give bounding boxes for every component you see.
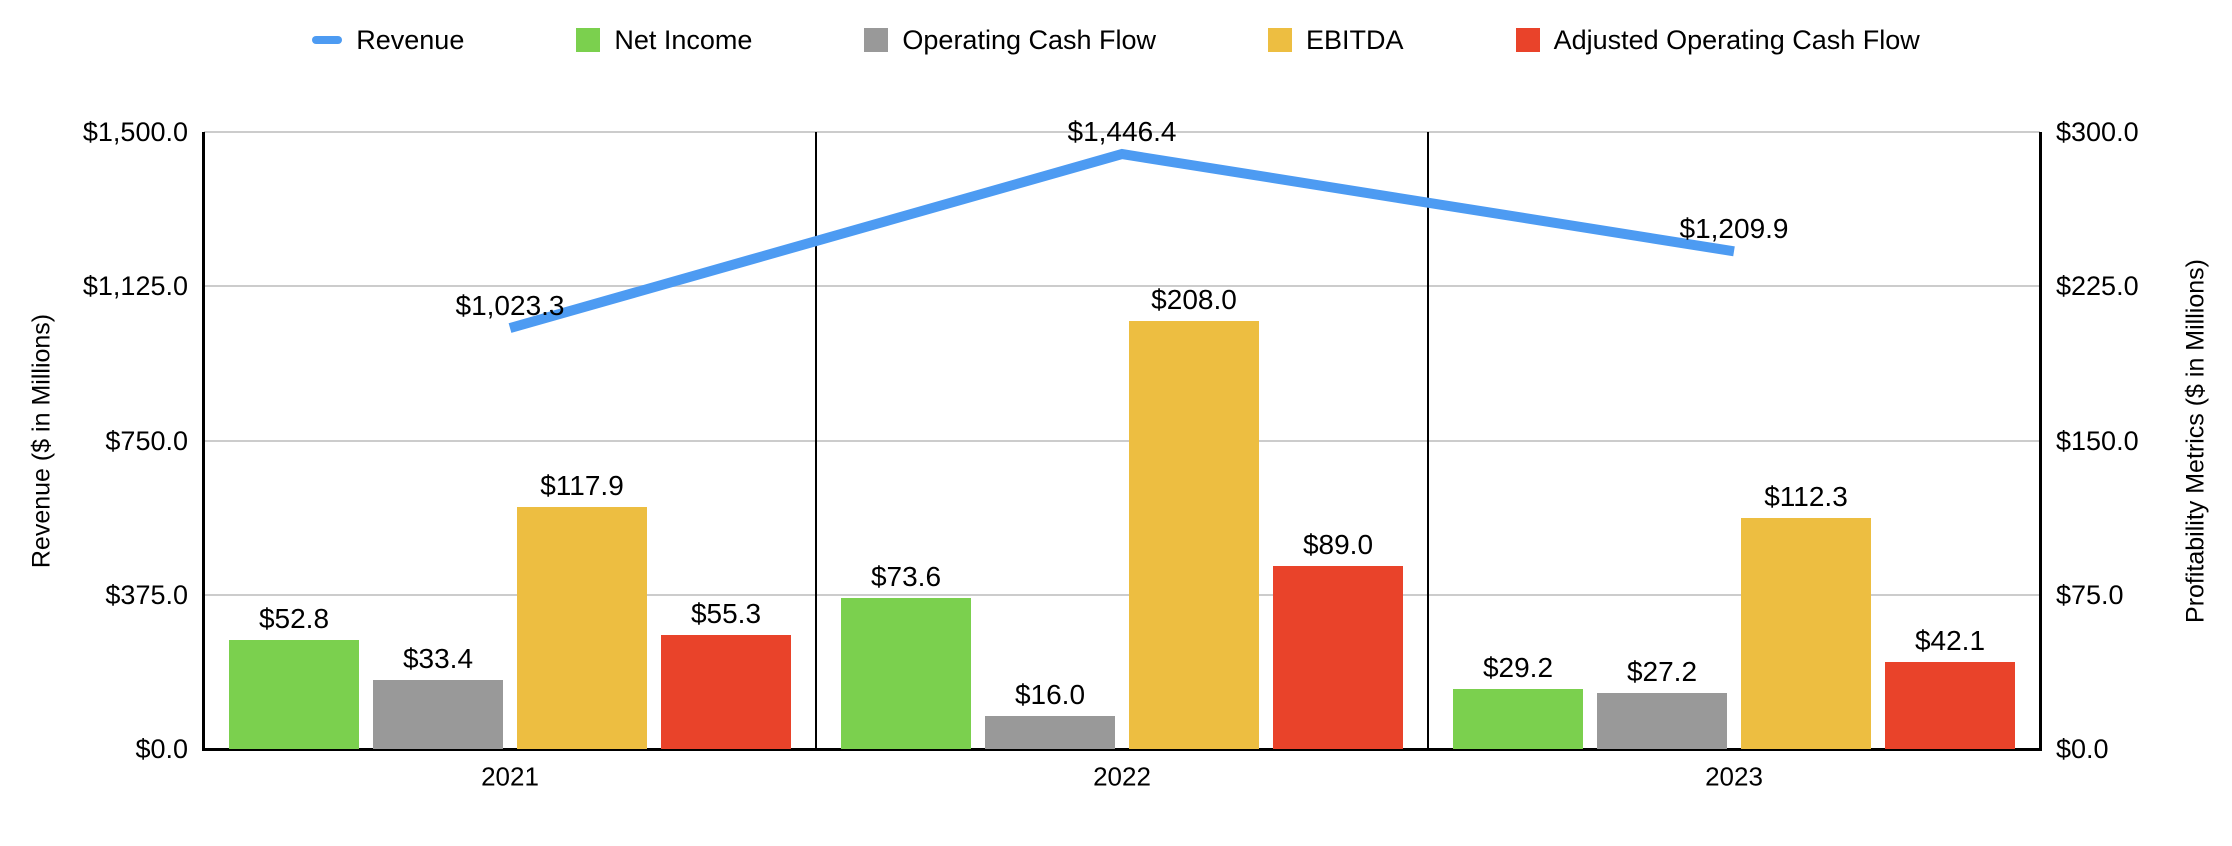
bar-ebitda — [517, 506, 647, 749]
bar-value-label: $89.0 — [1302, 528, 1374, 560]
h-gridline — [204, 593, 2040, 596]
group-divider — [1427, 132, 1429, 749]
category-label: 2021 — [481, 761, 539, 792]
legend-item-net-income: Net Income — [576, 25, 752, 56]
bar-net-income — [1453, 688, 1583, 749]
right-axis-tick-label: $0.0 — [2056, 734, 2109, 764]
bar-ebitda — [1741, 518, 1871, 749]
legend-line-marker — [312, 36, 343, 44]
legend-label: Revenue — [356, 24, 465, 55]
bar-value-label: $208.0 — [1151, 284, 1237, 316]
right-axis-tick-label: $75.0 — [2056, 579, 2124, 610]
legend-item-ebitda: EBITDA — [1268, 25, 1404, 56]
h-gridline — [204, 131, 2040, 133]
legend-label: Adjusted Operating Cash Flow — [1553, 24, 1920, 55]
bar-operating-cash-flow — [373, 680, 503, 749]
x-axis-line — [202, 748, 2042, 751]
h-gridline — [204, 285, 2040, 288]
line-point-label: $1,446.4 — [1067, 116, 1177, 148]
bar-value-label: $16.0 — [1014, 679, 1086, 711]
group-divider — [815, 132, 817, 749]
left-axis-tick-label: $1,125.0 — [82, 271, 188, 302]
bar-value-label: $33.4 — [402, 643, 474, 675]
category-label: 2023 — [1705, 761, 1763, 792]
bar-net-income — [229, 640, 359, 749]
legend-item-adjusted-operating-cash-flow: Adjusted Operating Cash Flow — [1515, 24, 1920, 56]
bar-adjusted-operating-cash-flow — [1273, 565, 1403, 749]
right-axis-title: Profitability Metrics ($ in Millions) — [2181, 258, 2210, 623]
left-axis-tick-label: $375.0 — [105, 579, 188, 610]
bar-value-label: $27.2 — [1626, 656, 1698, 688]
legend-square-marker — [1515, 28, 1540, 52]
bar-operating-cash-flow — [1597, 693, 1727, 749]
revenue-line-layer — [508, 148, 1735, 333]
revenue-line — [508, 148, 1735, 333]
legend-label: Net Income — [614, 24, 753, 55]
legend-label: EBITDA — [1306, 24, 1404, 55]
bar-net-income — [841, 597, 971, 749]
y-axis-line-right — [2039, 132, 2042, 749]
legend-item-operating-cash-flow: Operating Cash Flow — [864, 25, 1156, 56]
line-point-label: $1,023.3 — [455, 290, 565, 322]
bar-value-label: $52.8 — [258, 603, 330, 635]
legend-square-marker — [1268, 28, 1293, 52]
left-axis-tick-label: $750.0 — [105, 425, 188, 456]
category-label: 2022 — [1093, 761, 1151, 792]
legend-square-marker — [576, 28, 601, 52]
legend-square-marker — [864, 28, 889, 52]
bar-value-label: $42.1 — [1914, 625, 1986, 657]
left-axis-tick-label: $1,500.0 — [82, 117, 188, 147]
right-axis-tick-label: $300.0 — [2056, 117, 2139, 147]
legend-item-revenue: Revenue — [312, 25, 464, 56]
bar-value-label: $29.2 — [1482, 651, 1554, 683]
bar-value-label: $55.3 — [690, 598, 762, 630]
bar-adjusted-operating-cash-flow — [1885, 662, 2015, 749]
h-gridline — [204, 439, 2040, 442]
y-axis-line-left — [202, 132, 205, 749]
bar-value-label: $117.9 — [540, 469, 624, 501]
legend-label: Operating Cash Flow — [902, 24, 1157, 55]
right-axis-tick-label: $225.0 — [2056, 271, 2139, 302]
right-axis-tick-label: $150.0 — [2056, 425, 2139, 456]
bar-value-label: $73.6 — [870, 560, 942, 592]
left-axis-title: Revenue ($ in Millions) — [27, 313, 56, 568]
left-axis-tick-label: $0.0 — [135, 734, 188, 764]
bar-operating-cash-flow — [985, 716, 1115, 749]
bar-ebitda — [1129, 321, 1259, 749]
bar-adjusted-operating-cash-flow — [661, 635, 791, 749]
bar-value-label: $112.3 — [1764, 481, 1848, 513]
line-point-label: $1,209.9 — [1679, 213, 1789, 245]
chart-legend: Revenue Net Income Operating Cash Flow EBIT… — [0, 18, 2232, 62]
